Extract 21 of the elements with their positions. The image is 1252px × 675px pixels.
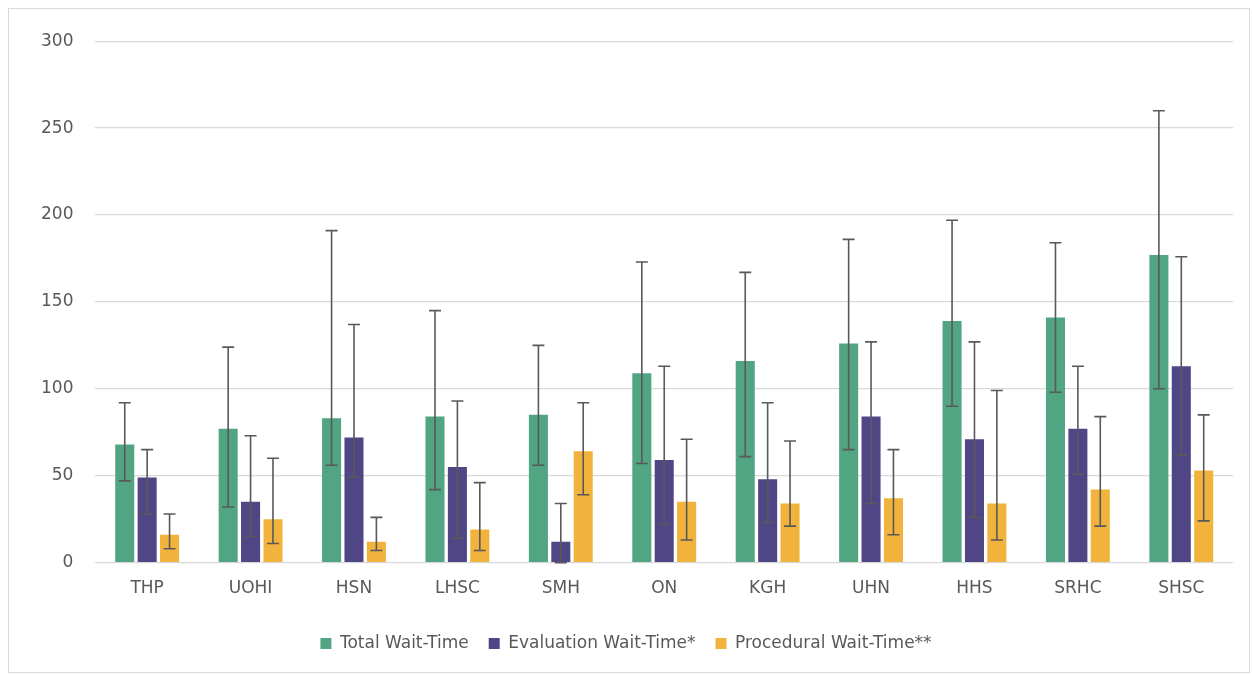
x-tick-label: HSN (335, 577, 373, 598)
y-tick-label: 250 (40, 116, 74, 137)
x-tick-label: UOHI (228, 577, 273, 598)
y-tick-label: 100 (40, 377, 74, 398)
y-tick-label: 150 (40, 290, 74, 311)
x-tick-label: LHSC (434, 577, 480, 598)
legend-label: Procedural Wait-Time** (735, 631, 932, 652)
legend-label: Total Wait-Time (338, 631, 469, 652)
y-tick-label: 200 (40, 203, 74, 224)
x-tick-label: UHN (852, 577, 891, 598)
y-tick-label: 0 (62, 551, 74, 572)
legend-label: Evaluation Wait-Time* (508, 631, 696, 652)
x-tick-label: SRHC (1054, 577, 1102, 598)
x-tick-label: THP (129, 577, 164, 598)
x-tick-label: SHSC (1158, 577, 1205, 598)
x-tick-label: SMH (541, 577, 580, 598)
x-tick-label: KGH (749, 577, 787, 598)
y-tick-label: 300 (40, 29, 74, 50)
x-tick-label: HHS (956, 577, 993, 598)
y-tick-label: 50 (51, 464, 74, 485)
x-tick-label: ON (651, 577, 678, 598)
